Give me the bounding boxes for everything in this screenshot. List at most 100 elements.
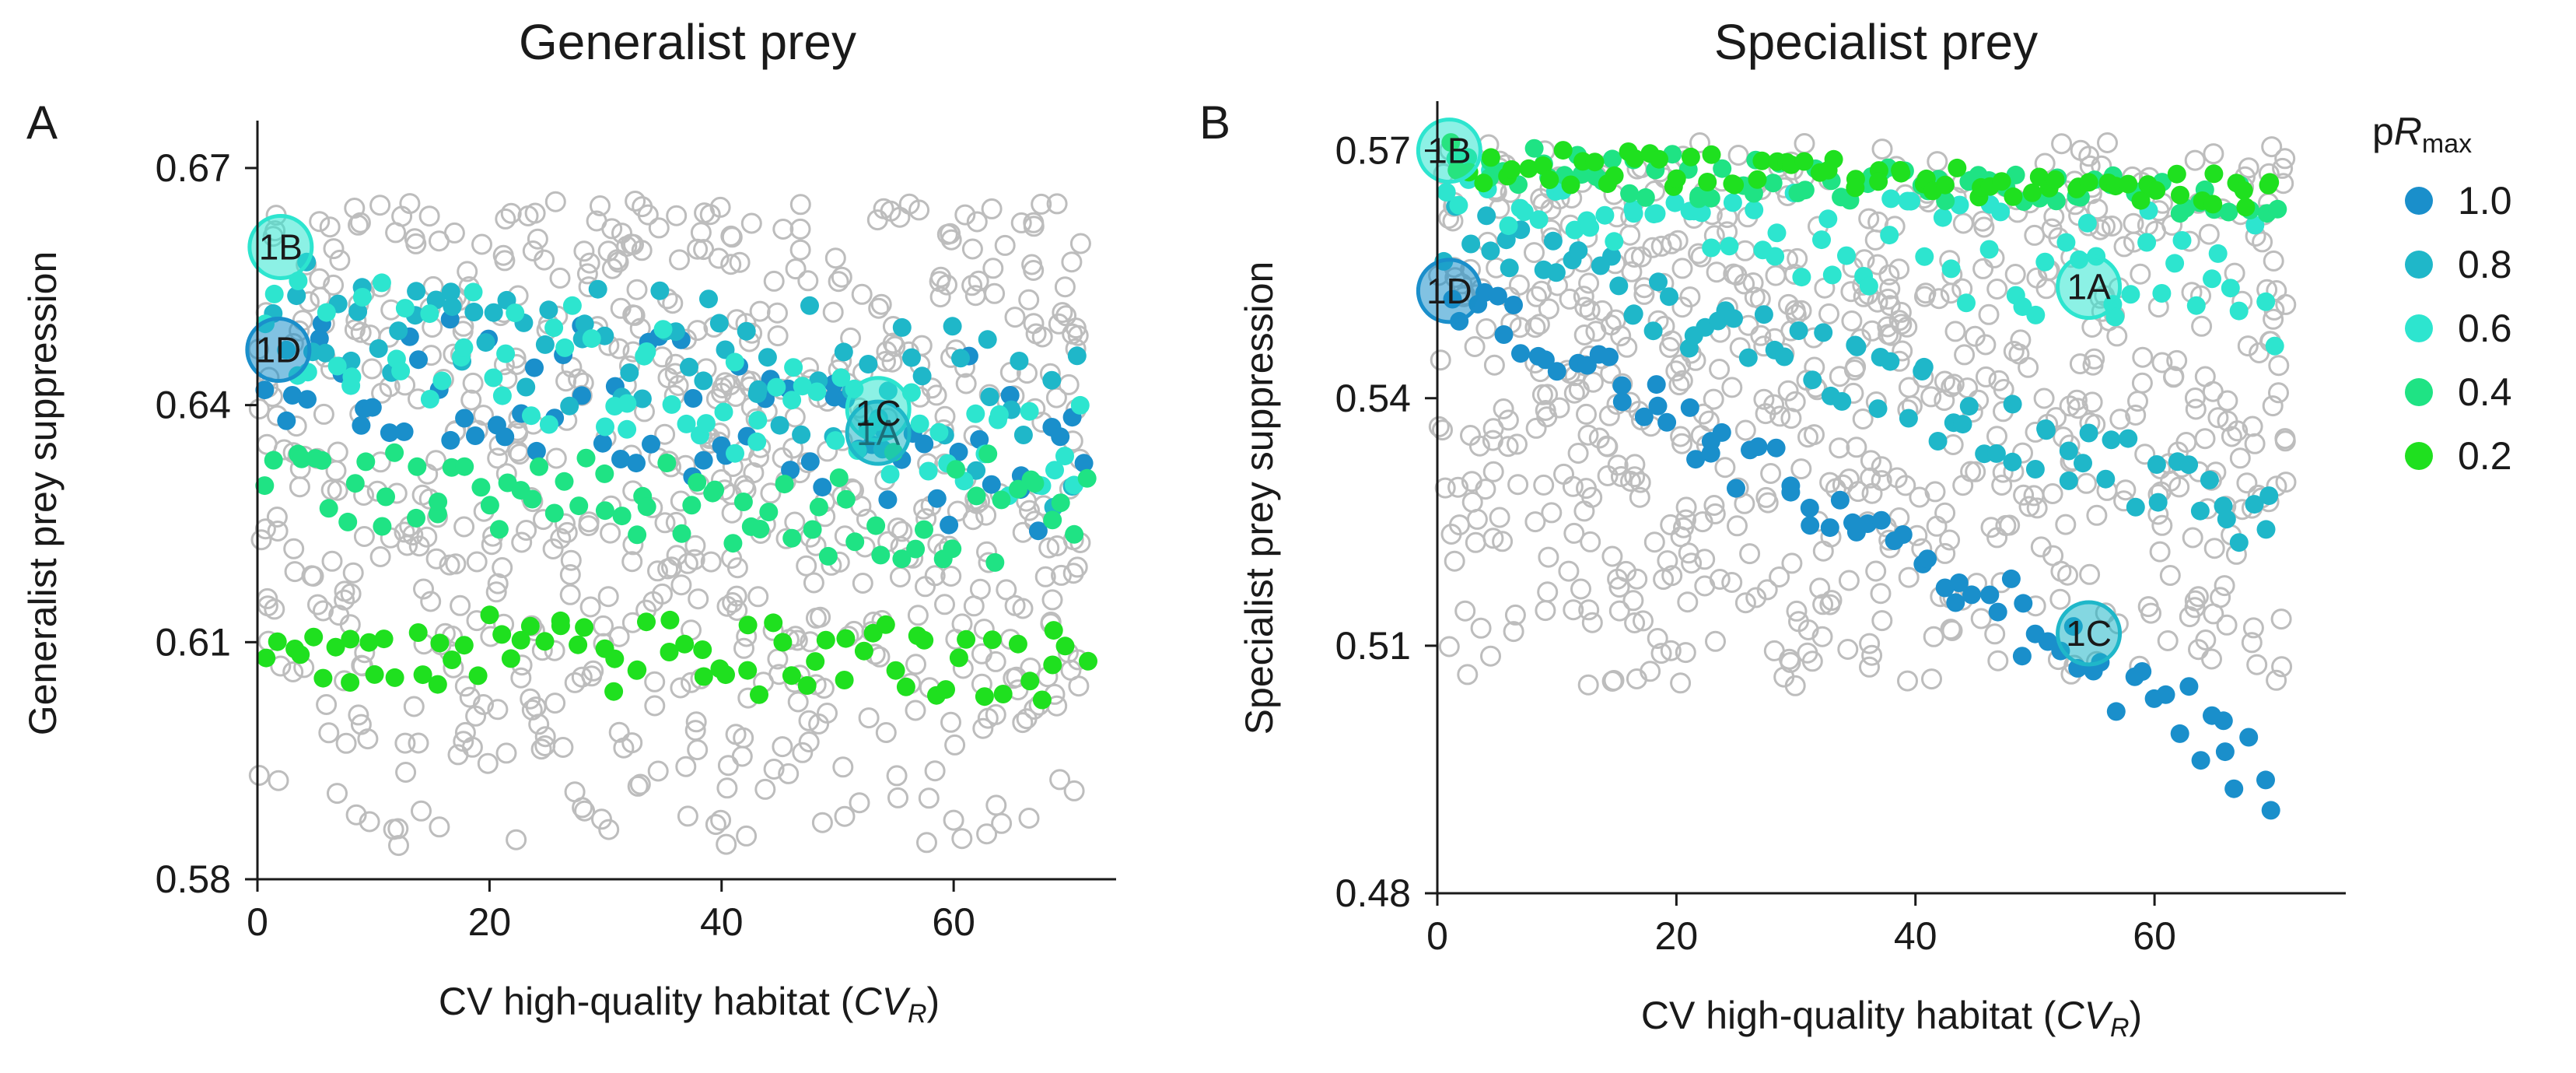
panel-b-point-series-0-2 bbox=[2079, 173, 2098, 192]
panel-a-background-point bbox=[789, 218, 811, 240]
panel-a-point-series-0-8 bbox=[902, 348, 921, 367]
panel-a-point-series-1-0 bbox=[380, 423, 399, 443]
panel-b-point-series-0-4 bbox=[2006, 165, 2025, 184]
panel-b-point-series-0-8 bbox=[2256, 520, 2276, 539]
panel-a-point-series-0-4 bbox=[782, 528, 802, 548]
panel-a-point-series-0-8 bbox=[369, 339, 388, 358]
panel-b-background-point bbox=[1624, 612, 1646, 633]
panel-a-background-point bbox=[644, 671, 666, 693]
panel-a-point-series-0-2 bbox=[949, 648, 968, 668]
panel-a-point-series-0-2 bbox=[764, 613, 783, 633]
panel-b-background-point bbox=[2203, 538, 2225, 559]
panel-a-point-series-0-4 bbox=[672, 524, 691, 543]
panel-a-point-series-0-2 bbox=[936, 680, 955, 700]
panel-b-background-point bbox=[2238, 157, 2259, 179]
panel-a-background-point bbox=[534, 735, 556, 756]
panel-b-background-point bbox=[1739, 543, 1761, 565]
panel-a-background-point bbox=[887, 517, 908, 539]
panel-a-point-series-0-2 bbox=[982, 630, 1002, 650]
panel-a-point-series-0-2 bbox=[408, 623, 428, 642]
panel-a-point-series-0-2 bbox=[675, 634, 695, 654]
panel-a-point-series-0-4 bbox=[455, 457, 474, 476]
panel-a-point-series-0-2 bbox=[454, 636, 474, 655]
panel-b-background-point bbox=[1909, 486, 1930, 508]
panel-a-background-point bbox=[716, 833, 737, 855]
panel-b-background-point bbox=[1444, 550, 1465, 572]
panel-b-point-series-1-0 bbox=[1830, 490, 1850, 510]
panel-a-point-series-0-4 bbox=[319, 499, 338, 518]
panel-b-background-point bbox=[1601, 545, 1623, 567]
panel-b-background-point bbox=[1504, 604, 1526, 626]
panel-b-point-series-1-0 bbox=[1535, 350, 1555, 370]
panel-b-background-point bbox=[1553, 463, 1574, 485]
panel-b-point-series-0-2 bbox=[1533, 156, 1552, 175]
panel-b-background-point bbox=[1829, 366, 1850, 387]
panel-b-point-series-0-6 bbox=[1880, 226, 1899, 245]
panel-b-background-point bbox=[1790, 300, 1812, 321]
panel-b-point-series-1-0 bbox=[2133, 662, 2152, 681]
panel-a-background-point bbox=[608, 626, 630, 647]
panel-b-annotation-1a-circle bbox=[2056, 254, 2123, 321]
panel-b-point-series-0-8 bbox=[1724, 309, 1743, 328]
panel-b-point-series-0-2 bbox=[2004, 187, 2023, 206]
panel-b-background-point bbox=[1573, 500, 1595, 522]
panel-b-point-series-0-8 bbox=[2245, 495, 2264, 514]
panel-a-point-series-1-0 bbox=[282, 386, 302, 405]
legend-label: 0.8 bbox=[2458, 243, 2512, 286]
panel-b-x-tick-label: 40 bbox=[1894, 914, 1937, 958]
panel-b-point-series-1-0 bbox=[1547, 362, 1566, 381]
panel-b-background-point bbox=[1860, 450, 1881, 472]
panel-a-background-point bbox=[684, 549, 705, 570]
panel-b-background-point bbox=[2246, 654, 2268, 675]
panel-b-annotation-1d-label: 1D bbox=[1426, 271, 1472, 311]
panel-b-background-point bbox=[1535, 400, 1556, 421]
panel-b-background-point bbox=[2132, 346, 2154, 368]
panel-a-point-series-0-2 bbox=[511, 630, 530, 650]
panel-b-background-point bbox=[1580, 531, 1601, 552]
panel-a-background-point bbox=[824, 247, 846, 269]
panel-a-point-series-0-4 bbox=[915, 520, 933, 539]
panel-b-background-point bbox=[2130, 263, 2151, 285]
panel-a-point-series-0-4 bbox=[866, 516, 886, 535]
panel-b-background-point bbox=[2131, 372, 2153, 394]
panel-a-point-series-1-0 bbox=[800, 452, 820, 472]
panel-b-point-series-1-0 bbox=[1612, 376, 1632, 395]
panel-b-point-series-1-0 bbox=[2179, 677, 2199, 696]
panel-a-background-point bbox=[357, 728, 379, 750]
panel-a-point-series-0-2 bbox=[443, 650, 462, 669]
panel-b-background-point bbox=[2182, 527, 2203, 549]
panel-a-point-series-0-6 bbox=[748, 411, 768, 430]
panel-a-background-point bbox=[688, 588, 709, 610]
panel-a-background-point bbox=[571, 666, 593, 688]
panel-b-point-series-1-0 bbox=[2224, 779, 2244, 798]
panel-b-background-point bbox=[2229, 447, 2251, 469]
panel-b-point-series-1-0 bbox=[1680, 398, 1699, 417]
panel-b-background-point bbox=[1703, 495, 1725, 516]
panel-b-point-series-0-6 bbox=[1881, 189, 1901, 209]
panel-a-point-series-1-0 bbox=[409, 350, 428, 370]
panel-a-background-point bbox=[511, 531, 533, 553]
panel-a-axes bbox=[245, 121, 1116, 892]
panel-b-point-series-0-6 bbox=[1605, 232, 1624, 251]
panel-a-background-point bbox=[254, 518, 276, 540]
panel-b-point-series-0-8 bbox=[1602, 247, 1621, 266]
panel-b-background-point bbox=[1978, 303, 2000, 325]
panel-b-background-point bbox=[1804, 424, 1825, 446]
panel-a-background-point bbox=[316, 694, 338, 715]
panel-b-background-point bbox=[1537, 581, 1559, 603]
panel-b-background-point bbox=[1896, 316, 1918, 338]
panel-b-background-point bbox=[1577, 674, 1599, 696]
panel-b-background-point bbox=[1915, 282, 1937, 304]
panel-a-point-series-0-6 bbox=[696, 414, 716, 433]
panel-a-point-series-0-8 bbox=[748, 380, 768, 399]
panel-a-point-series-1-0 bbox=[949, 442, 968, 461]
panel-a-point-series-0-2 bbox=[480, 605, 499, 625]
panel-b-point-series-1-0 bbox=[1577, 356, 1597, 375]
panel-a-point-series-0-8 bbox=[539, 300, 558, 320]
panel-b-annotation-1a-label: 1A bbox=[2067, 267, 2111, 307]
panel-b-background-point bbox=[1769, 405, 1791, 427]
panel-a-point-series-0-4 bbox=[723, 534, 743, 553]
panel-b-background-point bbox=[1657, 550, 1678, 572]
panel-a-point-series-1-0 bbox=[466, 426, 485, 445]
panel-b-background-point bbox=[1524, 511, 1546, 533]
